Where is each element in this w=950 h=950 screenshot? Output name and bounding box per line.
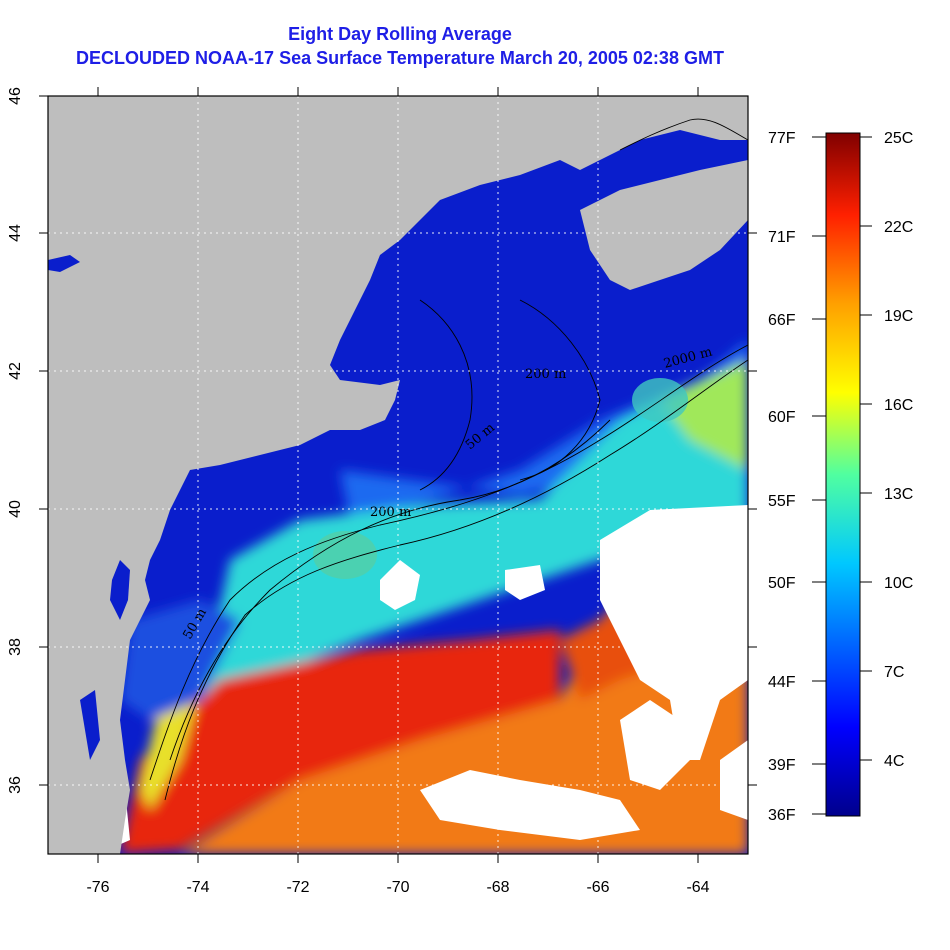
sst-field: 50 m 200 m 50 m 200 m 2000 m (48, 96, 748, 854)
color-bar (825, 132, 861, 817)
y-tick-label: 40 (7, 500, 24, 518)
slope-water-green (660, 360, 748, 470)
celsius-label: 19C (884, 308, 913, 325)
temperature-scale: 77F 71F 66F 60F 55F 50F 44F 39F 36F 25C … (768, 130, 913, 824)
celsius-label: 13C (884, 486, 913, 503)
warm-water-region (180, 520, 748, 854)
gulf-stream-core (120, 630, 560, 854)
x-tick-label: -74 (186, 879, 209, 896)
fahrenheit-label: 44F (768, 674, 796, 691)
celsius-label: 22C (884, 219, 913, 236)
fahrenheit-label: 50F (768, 575, 796, 592)
y-tick-label: 44 (7, 224, 24, 242)
shelf-water (120, 600, 240, 720)
graticule (48, 96, 748, 854)
x-tick-label: -72 (286, 879, 309, 896)
fahrenheit-label: 77F (768, 130, 796, 147)
fahrenheit-label: 39F (768, 757, 796, 774)
y-tick-label: 36 (7, 776, 24, 794)
contour-label-200m: 200 m (370, 505, 411, 520)
x-tick-label: -70 (386, 879, 409, 896)
celsius-label: 10C (884, 575, 913, 592)
inland-water (48, 255, 130, 760)
warm-core-eddy (313, 531, 377, 579)
fahrenheit-label: 71F (768, 229, 796, 246)
y-tick-label: 38 (7, 638, 24, 656)
x-tick-label: -76 (86, 879, 109, 896)
y-axis: 36 38 40 42 44 46 (7, 87, 757, 794)
fahrenheit-label: 60F (768, 409, 796, 426)
cloud-mask (98, 505, 748, 854)
slope-eddy (632, 378, 688, 422)
map-subtitle: DECLOUDED NOAA-17 Sea Surface Temperatur… (76, 48, 724, 68)
x-axis: -76 -74 -72 -70 -68 -66 -64 (86, 87, 710, 896)
x-tick-label: -66 (586, 879, 609, 896)
celsius-label: 4C (884, 753, 904, 770)
y-tick-label: 46 (7, 87, 24, 105)
bathymetry-contours (149, 118, 748, 801)
celsius-label: 7C (884, 664, 904, 681)
map-title: Eight Day Rolling Average (288, 24, 512, 44)
fahrenheit-label: 36F (768, 807, 796, 824)
celsius-label: 25C (884, 130, 913, 147)
x-tick-label: -68 (486, 879, 509, 896)
slope-water-cyan (200, 360, 748, 700)
y-tick-label: 42 (7, 362, 24, 380)
contour-label-200m-gom: 200 m (525, 367, 566, 382)
celsius-label: 16C (884, 397, 913, 414)
fahrenheit-label: 66F (768, 312, 796, 329)
x-tick-label: -64 (686, 879, 709, 896)
land-mass (48, 96, 748, 854)
fahrenheit-label: 55F (768, 493, 796, 510)
